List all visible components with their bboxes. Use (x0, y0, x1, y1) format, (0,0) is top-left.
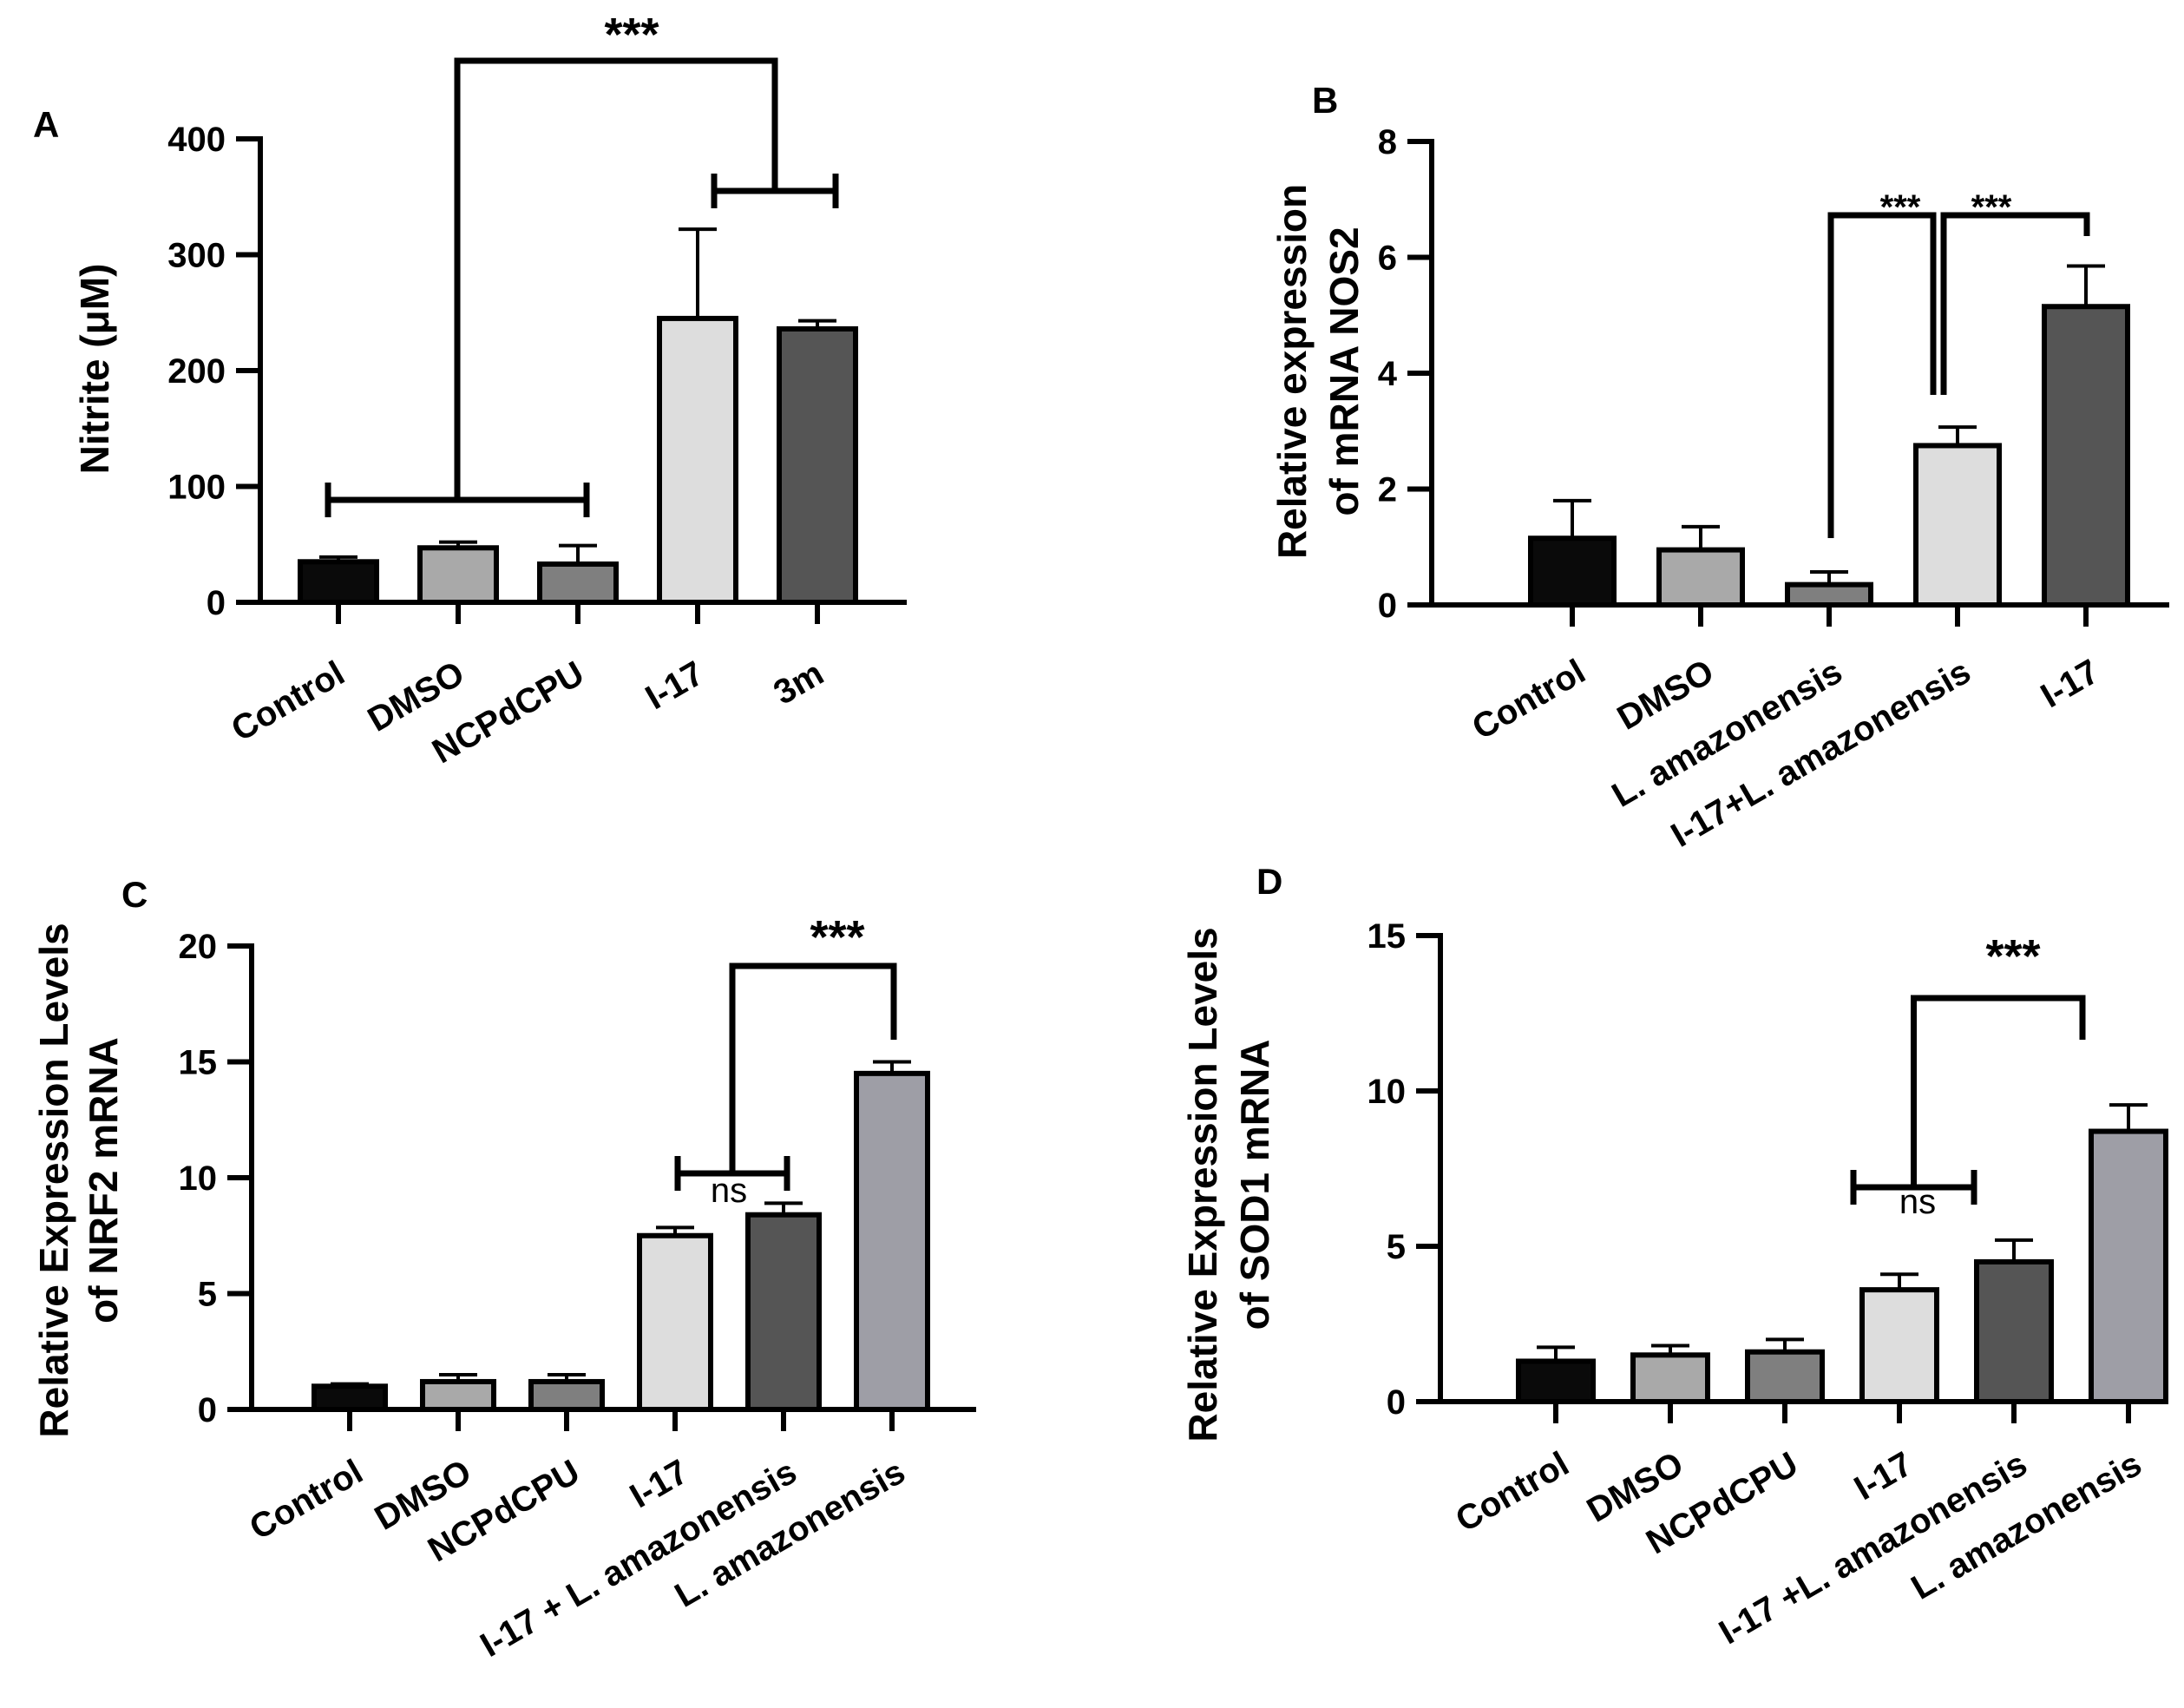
y-tick-label: 200 (167, 352, 226, 391)
bar-l-amazonensis (854, 1070, 930, 1412)
bar-dmso (1656, 547, 1745, 608)
sig-corner-bracket (1940, 212, 2090, 395)
panel-b-bars (1528, 264, 2130, 608)
bar-control (312, 1383, 388, 1413)
panel-d-y-title-line-2: of SOD1 mRNA (1232, 1040, 1277, 1330)
panel-b-letter: B (1312, 80, 1338, 121)
panel-c-sig-label-ns: ns (711, 1172, 747, 1210)
panel-a-sig-label-1: *** (604, 9, 659, 61)
y-tick-label: 2 (1378, 471, 1397, 509)
sig-corner-bracket (1827, 212, 1937, 538)
panel-c-y-title-line-1: Relative Expression Levels (31, 923, 76, 1437)
y-tick-label: 10 (179, 1159, 218, 1198)
panel-a-bars (298, 227, 858, 606)
y-tick-label: 0 (198, 1391, 217, 1429)
panel-b-y-title-line-1: Relative expression (1269, 184, 1315, 559)
panel-b: B Relative expression of mRNA NOS2 0 2 4 6 8… (1269, 80, 2169, 855)
x-label-control: Control (243, 1453, 369, 1547)
bar-control (1516, 1358, 1596, 1404)
x-label-control: Control (225, 654, 351, 749)
bar-l-amazonensis (2089, 1128, 2168, 1405)
x-label-i-17: I-17 (2035, 653, 2106, 716)
sig-connector (454, 57, 778, 500)
panel-d-bars (1516, 1103, 2168, 1405)
x-label-i-17: I-17 (1848, 1445, 1919, 1508)
bar-control (1528, 535, 1617, 608)
y-tick-label: 6 (1378, 240, 1397, 278)
panel-b-significance: *** *** (1827, 188, 2090, 538)
panel-c-y-title-line-2: of NRF2 mRNA (81, 1037, 126, 1324)
x-label-i-17: I-17 (624, 1453, 695, 1516)
bar-i-17-l-amazonensis (1913, 443, 2002, 608)
panel-d-letter: D (1256, 861, 1282, 902)
sig-connector (729, 962, 897, 1173)
bar-i-17 (637, 1232, 713, 1412)
y-tick-label: 5 (1387, 1228, 1406, 1266)
panel-d-significance: ns *** (1850, 930, 2086, 1221)
y-tick-label: 400 (167, 121, 226, 159)
x-label-i-17: I-17 (639, 654, 711, 718)
y-tick-label: 300 (167, 237, 226, 275)
bar-ncpdcpu (1745, 1349, 1825, 1404)
bar-3m (777, 325, 858, 605)
x-label-control: Control (1466, 653, 1591, 747)
panel-b-sig-label-2: *** (1971, 188, 2012, 227)
panel-c-significance: ns *** (674, 911, 897, 1210)
y-tick-label: 0 (1387, 1383, 1406, 1422)
bar-ncpdcpu (528, 1378, 605, 1412)
panel-c-sig-label-stars: *** (810, 911, 864, 963)
x-label-control: Control (1449, 1445, 1575, 1540)
panel-b-sig-label-1: *** (1880, 188, 1921, 227)
y-tick-label: 10 (1367, 1073, 1407, 1111)
y-tick-label: 15 (1367, 917, 1407, 956)
y-tick-label: 5 (198, 1276, 217, 1314)
y-tick-label: 15 (179, 1044, 218, 1082)
panel-b-y-title-line-2: of mRNA NOS2 (1322, 227, 1367, 516)
bar-dmso (417, 545, 499, 606)
panel-d: D Relative Expression Levels of SOD1 mRN… (1180, 861, 2168, 1652)
panel-c-bars (312, 1060, 930, 1413)
panel-d-sig-label-stars: *** (1985, 930, 2040, 982)
y-tick-label: 100 (167, 469, 226, 507)
sig-connector (1911, 995, 2086, 1187)
y-tick-label: 4 (1378, 355, 1398, 393)
panel-c-letter: C (121, 874, 148, 915)
bar-ncpdcpu (537, 561, 619, 606)
bar-i-17-l-amazonensis (1974, 1258, 2054, 1405)
y-tick-label: 8 (1378, 123, 1397, 161)
panel-a-letter: A (33, 104, 59, 145)
y-tick-label: 0 (207, 584, 226, 622)
y-tick-label: 0 (1378, 587, 1397, 625)
bar-control (298, 559, 379, 606)
y-tick-label: 20 (179, 928, 218, 966)
bar-l-amazonensis (1785, 581, 1873, 608)
panel-c: C Relative Expression Levels of NRF2 mRN… (31, 874, 976, 1665)
bar-i-17 (2042, 304, 2130, 608)
bar-dmso (1630, 1352, 1710, 1405)
bar-i-17-l-amazonensis (745, 1212, 822, 1412)
bar-i-17 (1859, 1287, 1939, 1404)
bar-i-17 (657, 315, 738, 605)
panel-a-y-title: Nitrite (μM) (72, 264, 117, 475)
x-label-3m: 3m (767, 654, 830, 713)
panel-d-y-title-line-1: Relative Expression Levels (1180, 927, 1225, 1442)
panel-a-significance: *** (325, 9, 839, 517)
bar-dmso (420, 1378, 496, 1412)
